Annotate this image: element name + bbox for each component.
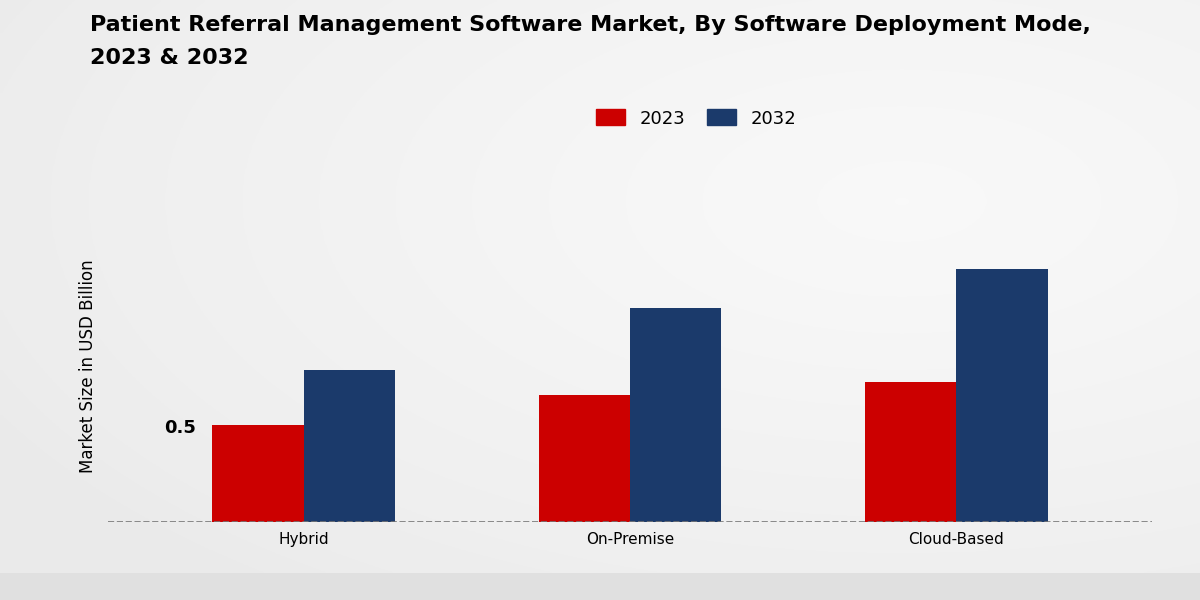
Bar (630, 307, 721, 522)
Text: 2023 & 2032: 2023 & 2032 (90, 48, 248, 68)
Bar (539, 395, 630, 522)
Text: 0.5: 0.5 (164, 419, 196, 437)
Y-axis label: Market Size in USD Billion: Market Size in USD Billion (79, 259, 97, 473)
Bar (956, 269, 1048, 522)
Legend: 2023, 2032: 2023, 2032 (589, 102, 803, 135)
Bar (304, 370, 395, 522)
Bar (865, 382, 956, 522)
Bar (212, 425, 304, 522)
Text: Patient Referral Management Software Market, By Software Deployment Mode,: Patient Referral Management Software Mar… (90, 15, 1091, 35)
